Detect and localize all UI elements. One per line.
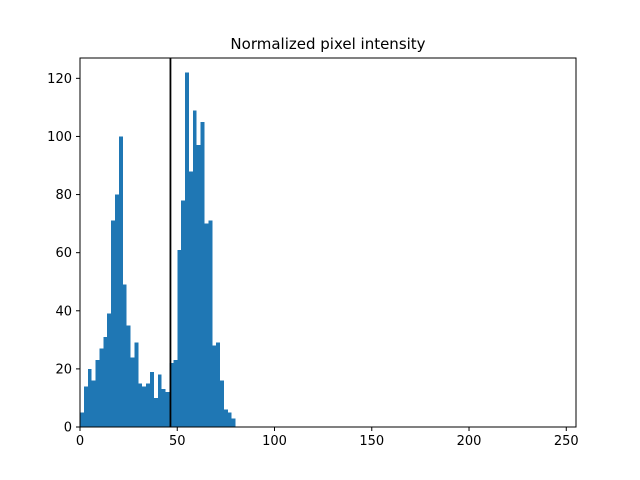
y-tick-label: 40 <box>55 304 72 319</box>
histogram-bar <box>208 220 213 427</box>
histogram-bar <box>146 383 151 427</box>
histogram-bar <box>138 383 143 427</box>
histogram-bar <box>188 171 193 427</box>
y-tick-label: 100 <box>47 130 72 145</box>
histogram-bar <box>126 325 131 427</box>
histogram-bar <box>161 389 166 427</box>
histogram-bar <box>196 145 201 428</box>
histogram-bar <box>91 380 96 427</box>
x-tick-label: 50 <box>169 434 186 449</box>
histogram-bar <box>142 386 147 427</box>
histogram-bar <box>181 200 186 427</box>
histogram-bar <box>83 386 88 427</box>
histogram-bar <box>153 397 158 427</box>
histogram-bar <box>111 220 116 427</box>
histogram-bar <box>80 412 84 427</box>
histogram-bar <box>157 374 162 427</box>
histogram-bar <box>216 342 221 427</box>
y-tick-label: 120 <box>47 72 72 87</box>
histogram-bar <box>192 110 197 428</box>
histogram-bar <box>200 121 205 427</box>
histogram-bar <box>87 368 92 427</box>
histogram-bar <box>107 313 112 427</box>
y-axis: 0 20 40 60 80 100 120 <box>47 72 80 436</box>
histogram-bar <box>227 412 232 427</box>
y-tick-label: 80 <box>55 188 72 203</box>
histogram-bar <box>115 194 119 427</box>
x-tick-label: 0 <box>76 434 84 449</box>
chart-title: Normalized pixel intensity <box>230 35 425 53</box>
histogram-bar <box>99 348 104 427</box>
histogram-bar <box>118 136 123 427</box>
histogram-bar <box>130 357 135 427</box>
bars-group <box>80 72 236 428</box>
histogram-bar <box>150 371 154 427</box>
histogram-bar <box>177 249 182 427</box>
x-tick-label: 200 <box>457 434 482 449</box>
plot-frame <box>79 57 577 428</box>
histogram-bar <box>165 392 170 427</box>
histogram-bar <box>169 363 174 427</box>
histogram-bar <box>134 342 139 427</box>
histogram-bar <box>173 360 178 427</box>
histogram-bar <box>204 223 209 427</box>
histogram-bar <box>185 72 189 427</box>
y-tick-label: 60 <box>55 246 72 261</box>
histogram-bar <box>223 409 228 427</box>
x-tick-label: 100 <box>262 434 287 449</box>
y-tick-label: 0 <box>64 421 72 436</box>
x-tick-label: 150 <box>359 434 384 449</box>
histogram-bar <box>212 345 217 427</box>
x-tick-label: 250 <box>554 434 579 449</box>
y-tick-label: 20 <box>55 362 72 377</box>
histogram-bar <box>231 418 236 427</box>
histogram-bar <box>103 336 108 427</box>
x-axis: 0 50 100 150 200 250 <box>76 427 579 449</box>
histogram-bar <box>220 380 224 427</box>
histogram-bar <box>95 360 100 427</box>
histogram-bar <box>122 284 127 427</box>
